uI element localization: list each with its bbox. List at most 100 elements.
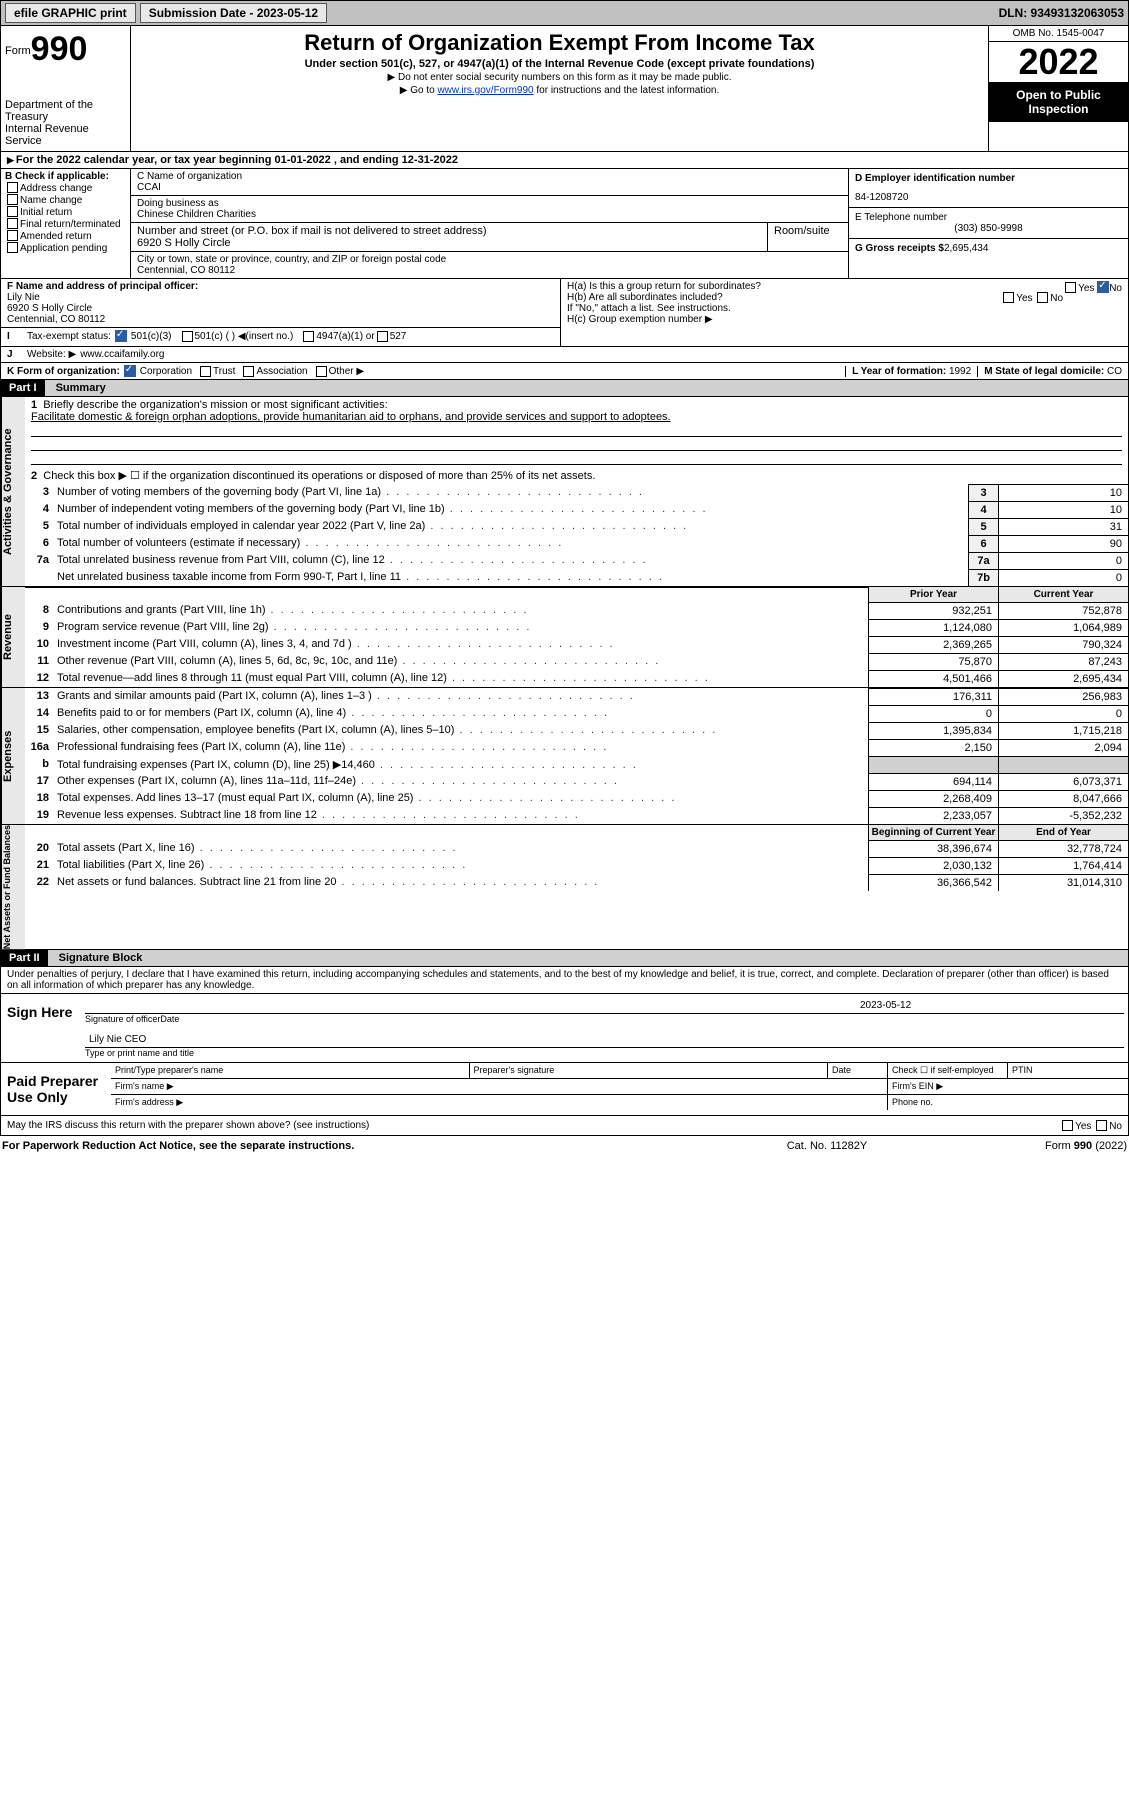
chk-4947[interactable] [303, 331, 314, 342]
curr-val: 256,983 [998, 688, 1128, 705]
officer-name-title: Lily Nie CEO [89, 1034, 146, 1045]
discuss-no-label: No [1109, 1121, 1122, 1132]
hb-yes[interactable] [1003, 292, 1014, 303]
sign-here-label: Sign Here [1, 994, 81, 1062]
form-number-block: Form990 Department of the Treasury Inter… [1, 26, 131, 151]
sig-officer-label: Signature of officer [85, 1014, 160, 1024]
line-num: 18 [25, 790, 53, 807]
chk-corp[interactable] [124, 365, 136, 377]
prior-val: 0 [868, 705, 998, 722]
opt-app-pending: Application pending [20, 243, 107, 254]
firm-name-label: Firm's name ▶ [111, 1079, 888, 1094]
line-box: 6 [968, 535, 998, 552]
chk-other[interactable] [316, 366, 327, 377]
part1-title: Summary [48, 380, 114, 396]
opt-amended: Amended return [20, 231, 92, 242]
hb-label: H(b) Are all subordinates included? [567, 292, 723, 303]
prior-val: 176,311 [868, 688, 998, 705]
ha-yes[interactable] [1065, 282, 1076, 293]
chk-501c3[interactable] [115, 330, 127, 342]
city-label: City or town, state or province, country… [137, 254, 842, 265]
line-num: 8 [25, 602, 53, 619]
hc-label: H(c) Group exemption number ▶ [567, 314, 1122, 325]
prior-val: 1,124,080 [868, 619, 998, 636]
prior-val: 2,268,409 [868, 790, 998, 807]
addr-label: Number and street (or P.O. box if mail i… [137, 225, 761, 237]
tab-net-assets: Net Assets or Fund Balances [1, 825, 25, 949]
sig-date-label: Date [160, 1014, 420, 1024]
box-b-header: B Check if applicable: [5, 171, 126, 182]
curr-val: 790,324 [998, 636, 1128, 653]
curr-val: 0 [998, 705, 1128, 722]
period-text: For the 2022 calendar year, or tax year … [16, 154, 458, 166]
street-address: 6920 S Holly Circle [137, 237, 761, 249]
line-desc: Net assets or fund balances. Subtract li… [53, 874, 868, 891]
opt-527: 527 [390, 331, 407, 342]
period-row: For the 2022 calendar year, or tax year … [0, 152, 1129, 169]
line-val: 0 [998, 552, 1128, 569]
chk-assoc[interactable] [243, 366, 254, 377]
officer-label: F Name and address of principal officer: [7, 281, 554, 292]
line-num: 20 [25, 840, 53, 857]
org-name: CCAI [137, 182, 842, 193]
expenses-section: Expenses 13 Grants and similar amounts p… [0, 688, 1129, 825]
prior-val: 4,501,466 [868, 670, 998, 687]
discuss-no[interactable] [1096, 1120, 1107, 1131]
line-desc: Salaries, other compensation, employee b… [53, 722, 868, 739]
cat-no: Cat. No. 11282Y [727, 1140, 927, 1152]
chk-initial-return[interactable] [7, 206, 18, 217]
phone-label: Phone no. [888, 1095, 1128, 1110]
self-employed-label: Check ☐ if self-employed [888, 1063, 1008, 1078]
line-box: 4 [968, 501, 998, 518]
curr-val: 1,764,414 [998, 857, 1128, 874]
ha-no[interactable] [1097, 281, 1109, 293]
dln: DLN: 93493132063053 [999, 6, 1124, 20]
chk-trust[interactable] [200, 366, 211, 377]
tab-governance: Activities & Governance [1, 397, 25, 586]
line-num: 4 [25, 501, 53, 518]
dept-treasury: Department of the Treasury [5, 99, 126, 123]
box-d: D Employer identification number 84-1208… [848, 169, 1128, 278]
chk-final-return[interactable] [7, 218, 18, 229]
line-desc: Number of voting members of the governin… [53, 484, 968, 501]
perjury-declaration: Under penalties of perjury, I declare th… [0, 967, 1129, 994]
city-state-zip: Centennial, CO 80112 [137, 265, 842, 276]
line-num: 11 [25, 653, 53, 670]
chk-app-pending[interactable] [7, 242, 18, 253]
hb-no[interactable] [1037, 292, 1048, 303]
curr-val: 1,064,989 [998, 619, 1128, 636]
chk-name-change[interactable] [7, 194, 18, 205]
paid-preparer-label: Paid Preparer Use Only [1, 1063, 111, 1115]
opt-address-change: Address change [20, 183, 92, 194]
domicile-value: CO [1107, 366, 1122, 377]
chk-527[interactable] [377, 331, 388, 342]
opt-assoc: Association [256, 366, 307, 377]
line-desc: Total fundraising expenses (Part IX, col… [53, 756, 868, 773]
officer-addr1: 6920 S Holly Circle [7, 303, 554, 314]
year-block: OMB No. 1545-0047 2022 Open to Public In… [988, 26, 1128, 151]
discuss-yes[interactable] [1062, 1120, 1073, 1131]
line-desc: Total revenue—add lines 8 through 11 (mu… [53, 670, 868, 687]
form-title-block: Return of Organization Exempt From Incom… [131, 26, 988, 151]
line-num: 22 [25, 874, 53, 891]
curr-val: 752,878 [998, 602, 1128, 619]
prior-val: 2,150 [868, 739, 998, 756]
irs-link[interactable]: www.irs.gov/Form990 [437, 85, 533, 96]
paperwork-notice: For Paperwork Reduction Act Notice, see … [2, 1140, 727, 1152]
hdr-beginning: Beginning of Current Year [868, 825, 998, 840]
hdr-prior-year: Prior Year [868, 587, 998, 602]
opt-501c3: 501(c)(3) [131, 331, 172, 342]
chk-amended[interactable] [7, 230, 18, 241]
line-val: 0 [998, 569, 1128, 586]
net-assets-section: Net Assets or Fund Balances Beginning of… [0, 825, 1129, 950]
preparer-sig-label: Preparer's signature [470, 1063, 829, 1078]
year-formation-label: L Year of formation: [852, 366, 949, 377]
ssn-warning: ▶ Do not enter social security numbers o… [141, 72, 978, 83]
goto-pre: ▶ Go to [400, 85, 438, 96]
chk-501c[interactable] [182, 331, 193, 342]
page-footer: For Paperwork Reduction Act Notice, see … [0, 1136, 1129, 1156]
chk-address-change[interactable] [7, 182, 18, 193]
discuss-label: May the IRS discuss this return with the… [7, 1120, 369, 1131]
part1-bar: Part I Summary [0, 380, 1129, 397]
efile-print-button[interactable]: efile GRAPHIC print [5, 3, 136, 23]
